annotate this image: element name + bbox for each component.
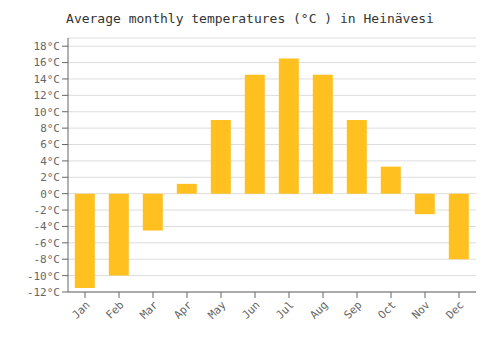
svg-text:Apr: Apr	[171, 298, 195, 322]
svg-text:May: May	[205, 298, 229, 322]
svg-text:Jun: Jun	[239, 298, 262, 321]
svg-text:Dec: Dec	[443, 298, 466, 321]
svg-text:-4°C: -4°C	[34, 220, 61, 233]
svg-text:-12°C: -12°C	[27, 286, 60, 299]
svg-text:Mar: Mar	[137, 298, 161, 322]
svg-text:Feb: Feb	[103, 298, 126, 321]
svg-text:Aug: Aug	[307, 298, 330, 321]
svg-text:Oct: Oct	[375, 298, 398, 321]
svg-text:-6°C: -6°C	[34, 237, 61, 250]
svg-text:8°C: 8°C	[40, 122, 60, 135]
svg-text:0°C: 0°C	[40, 188, 60, 201]
svg-text:Jul: Jul	[273, 298, 296, 321]
svg-text:Jan: Jan	[69, 298, 92, 321]
svg-text:Sep: Sep	[341, 298, 364, 321]
svg-text:12°C: 12°C	[34, 89, 61, 102]
svg-text:6°C: 6°C	[40, 138, 60, 151]
svg-text:14°C: 14°C	[34, 73, 61, 86]
svg-text:16°C: 16°C	[34, 56, 61, 69]
svg-text:-8°C: -8°C	[34, 253, 61, 266]
html-text:Average monthly temperatures (: Average monthly temperatures (°C ) in He…	[66, 11, 434, 26]
svg-text:10°C: 10°C	[34, 106, 61, 119]
svg-text:2°C: 2°C	[40, 171, 60, 184]
svg-text:Nov: Nov	[409, 298, 433, 322]
svg-text:-10°C: -10°C	[27, 270, 60, 283]
svg-text:-2°C: -2°C	[34, 204, 61, 217]
svg-text:18°C: 18°C	[34, 40, 61, 53]
svg-text:4°C: 4°C	[40, 155, 60, 168]
